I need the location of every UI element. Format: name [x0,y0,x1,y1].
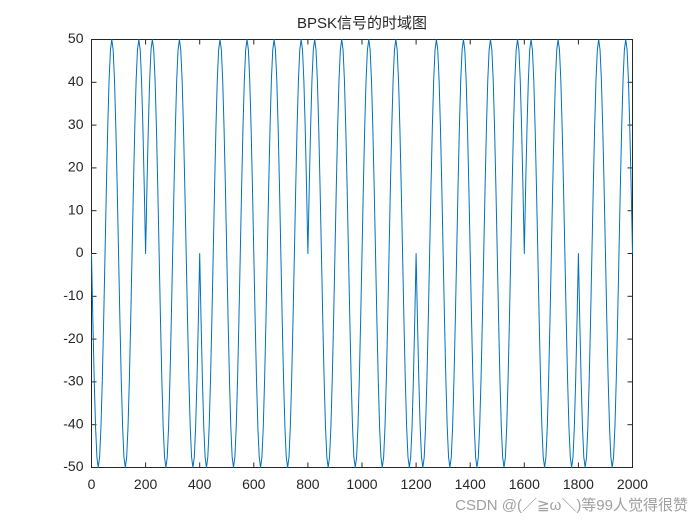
y-tick-label: -10 [63,287,83,303]
x-tick-label: 1400 [455,476,486,492]
y-tick-label: 20 [68,159,84,175]
y-tick-label: -20 [63,330,83,346]
y-tick-label: -40 [63,415,83,431]
y-tick-label: 0 [76,244,84,260]
x-tick-label: 200 [134,476,158,492]
chart-title: BPSK信号的时域图 [297,15,427,32]
y-tick-label: 40 [68,73,84,89]
x-tick-label: 1800 [563,476,594,492]
x-tick-label: 1200 [401,476,432,492]
y-tick-label: 30 [68,116,84,132]
y-tick-label: -50 [63,458,83,474]
x-tick-label: 400 [188,476,212,492]
x-tick-label: 800 [296,476,320,492]
watermark: CSDN @(／≧ω＼)等99人觉得很赞 [455,496,688,514]
x-tick-label: 1000 [346,476,377,492]
y-tick-label: -30 [63,373,83,389]
y-tick-label: 10 [68,201,84,217]
data-line [91,39,633,468]
y-tick-label: 50 [68,30,84,46]
x-tick-label: 600 [242,476,266,492]
x-tick-label: 0 [88,476,96,492]
x-tick-label: 2000 [617,476,648,492]
x-tick-label: 1600 [509,476,540,492]
